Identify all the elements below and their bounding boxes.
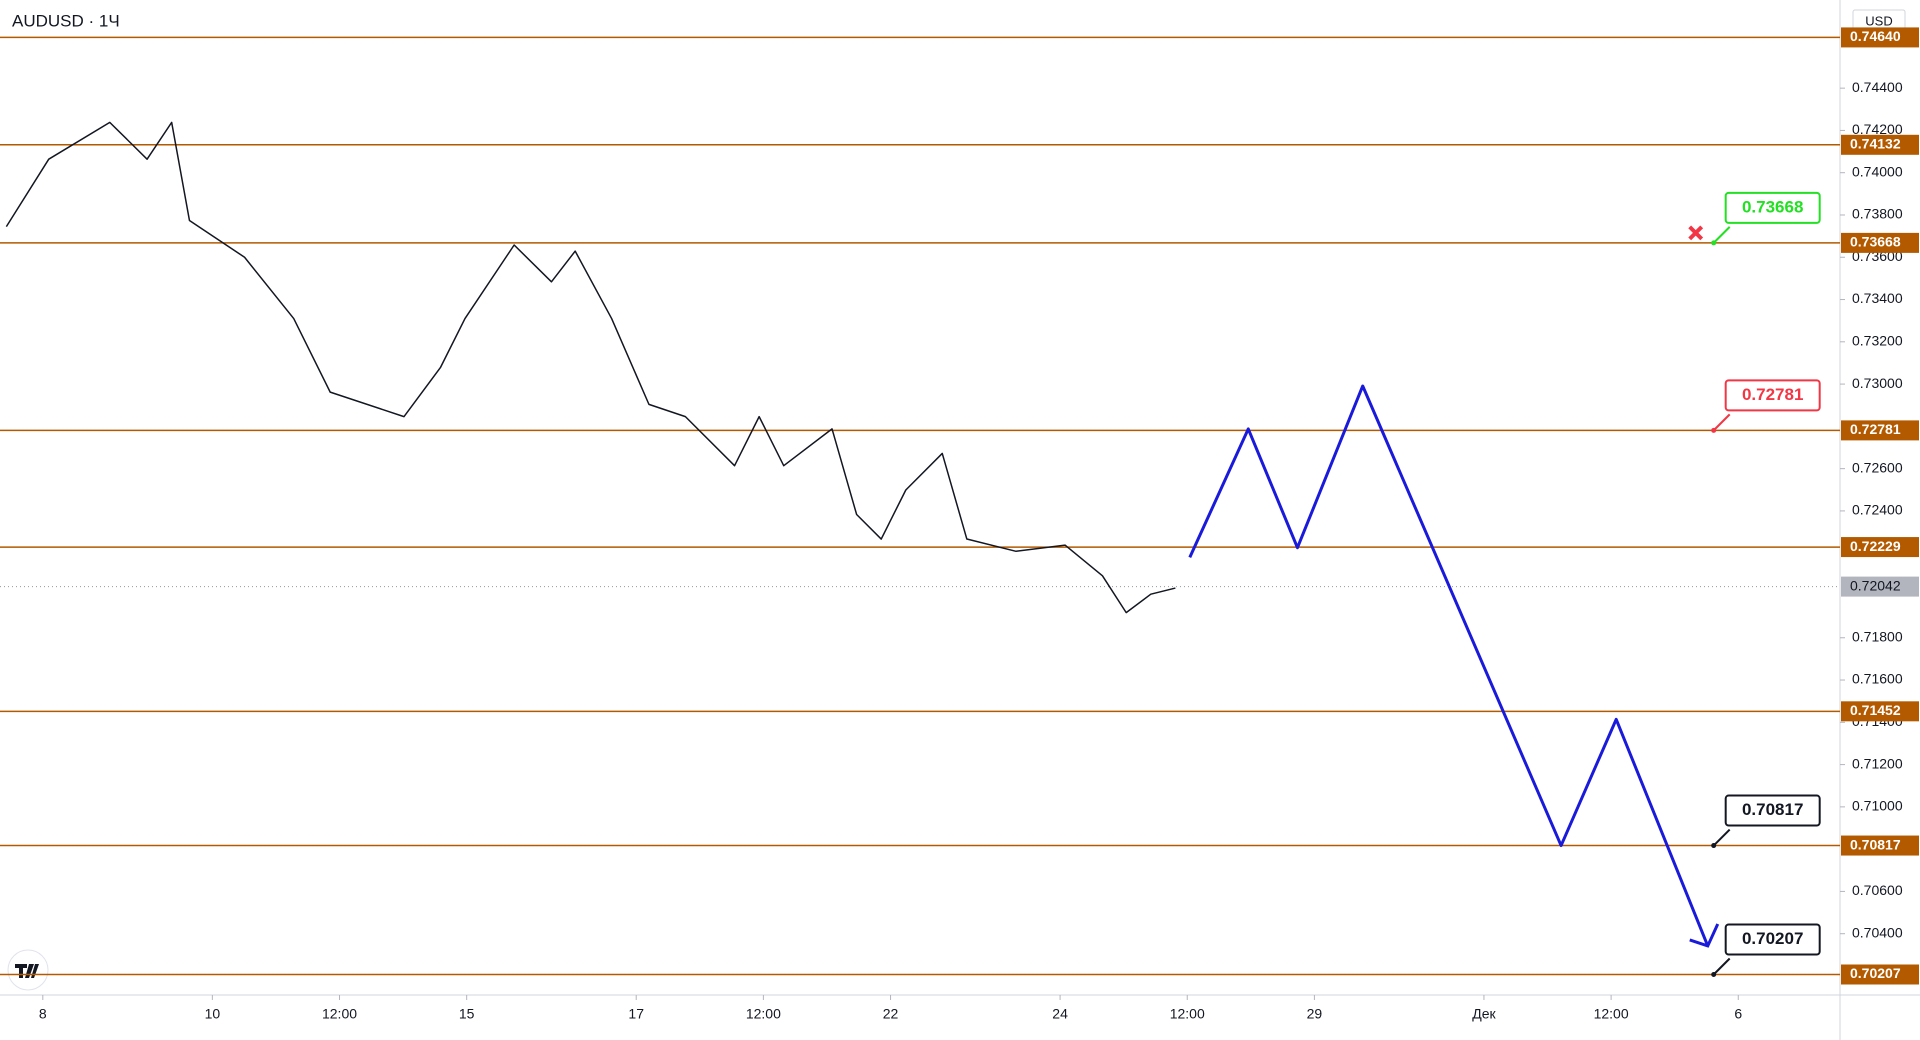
last-price-tag (1841, 576, 1919, 597)
last-price-label: 0.72042 (1850, 577, 1901, 593)
y-tick-label: 0.72600 (1852, 459, 1903, 475)
x-tick-label: 29 (1307, 1006, 1323, 1022)
y-tick-label: 0.70400 (1852, 924, 1903, 940)
y-tick-label: 0.74000 (1852, 163, 1903, 179)
level-tag (1841, 27, 1919, 48)
level-label: 0.74640 (1850, 28, 1901, 44)
callout-tail (1712, 828, 1731, 847)
x-tick-label: 24 (1052, 1006, 1068, 1022)
callout-label: 0.70817 (1742, 800, 1803, 819)
callout-tail (1712, 957, 1731, 976)
level-label: 0.70207 (1850, 965, 1901, 981)
x-tick-label: 8 (39, 1006, 47, 1022)
y-tick-label: 0.71000 (1852, 798, 1903, 814)
callout-label: 0.70207 (1742, 929, 1803, 948)
level-label: 0.72781 (1850, 421, 1901, 437)
x-tick-label: 12:00 (322, 1006, 357, 1022)
callout-dot (1711, 843, 1717, 849)
currency[interactable]: USD (1865, 13, 1892, 28)
callout-box (1724, 923, 1821, 956)
cancel-mark (1688, 225, 1704, 241)
y-tick-label: 0.73200 (1852, 333, 1903, 349)
y-tick-label: 0.73800 (1852, 206, 1903, 222)
x-tick-label: 12:00 (1170, 1006, 1205, 1022)
callout-tail (1712, 226, 1731, 244)
callout-label: 0.73668 (1742, 197, 1803, 216)
y-tick-label: 0.73400 (1852, 290, 1903, 306)
level-label: 0.70817 (1850, 836, 1901, 852)
level-tag (1841, 420, 1919, 441)
price-line (5, 121, 1176, 614)
level-tag (1841, 701, 1919, 722)
callout-dot (1711, 240, 1717, 246)
y-tick-label: 0.70600 (1852, 882, 1903, 898)
callout-dot (1711, 427, 1717, 433)
x-tick-label: 10 (205, 1006, 221, 1022)
arrow-head (1689, 923, 1720, 948)
level-label: 0.71452 (1850, 702, 1901, 718)
x-tick-label: 17 (628, 1006, 644, 1022)
x-tick-label: Дек (1472, 1006, 1496, 1022)
level-tag (1841, 835, 1919, 856)
callout-dot (1711, 971, 1717, 977)
callout-tail (1712, 413, 1731, 432)
level-label: 0.73668 (1850, 234, 1901, 250)
y-tick-label: 0.72400 (1852, 502, 1903, 518)
callout-label: 0.72781 (1742, 385, 1803, 404)
projection-path (1188, 384, 1710, 947)
y-tick-label: 0.71200 (1852, 755, 1903, 771)
y-tick-label: 0.74400 (1852, 79, 1903, 95)
y-tick-label: 0.73000 (1852, 375, 1903, 391)
y-tick-label: 0.74200 (1852, 121, 1903, 137)
x-tick-label: 12:00 (746, 1006, 781, 1022)
level-tag (1841, 134, 1919, 155)
level-label: 0.74132 (1850, 136, 1901, 152)
x-tick-label: 12:00 (1594, 1006, 1629, 1022)
x-tick-label: 6 (1734, 1006, 1742, 1022)
y-tick-label: 0.71800 (1852, 628, 1903, 644)
y-tick-label: 0.71600 (1852, 671, 1903, 687)
level-tag (1841, 964, 1919, 985)
callout-box (1724, 191, 1821, 224)
level-tag (1841, 232, 1919, 253)
chart-title: AUDUSD · 1Ч (12, 11, 120, 30)
callout-box (1724, 379, 1821, 412)
logo (7, 949, 49, 991)
x-tick-label: 15 (459, 1006, 475, 1022)
x-tick-label: 22 (883, 1006, 899, 1022)
level-label: 0.72229 (1850, 538, 1901, 554)
callout-box (1724, 794, 1821, 827)
level-tag (1841, 537, 1919, 558)
